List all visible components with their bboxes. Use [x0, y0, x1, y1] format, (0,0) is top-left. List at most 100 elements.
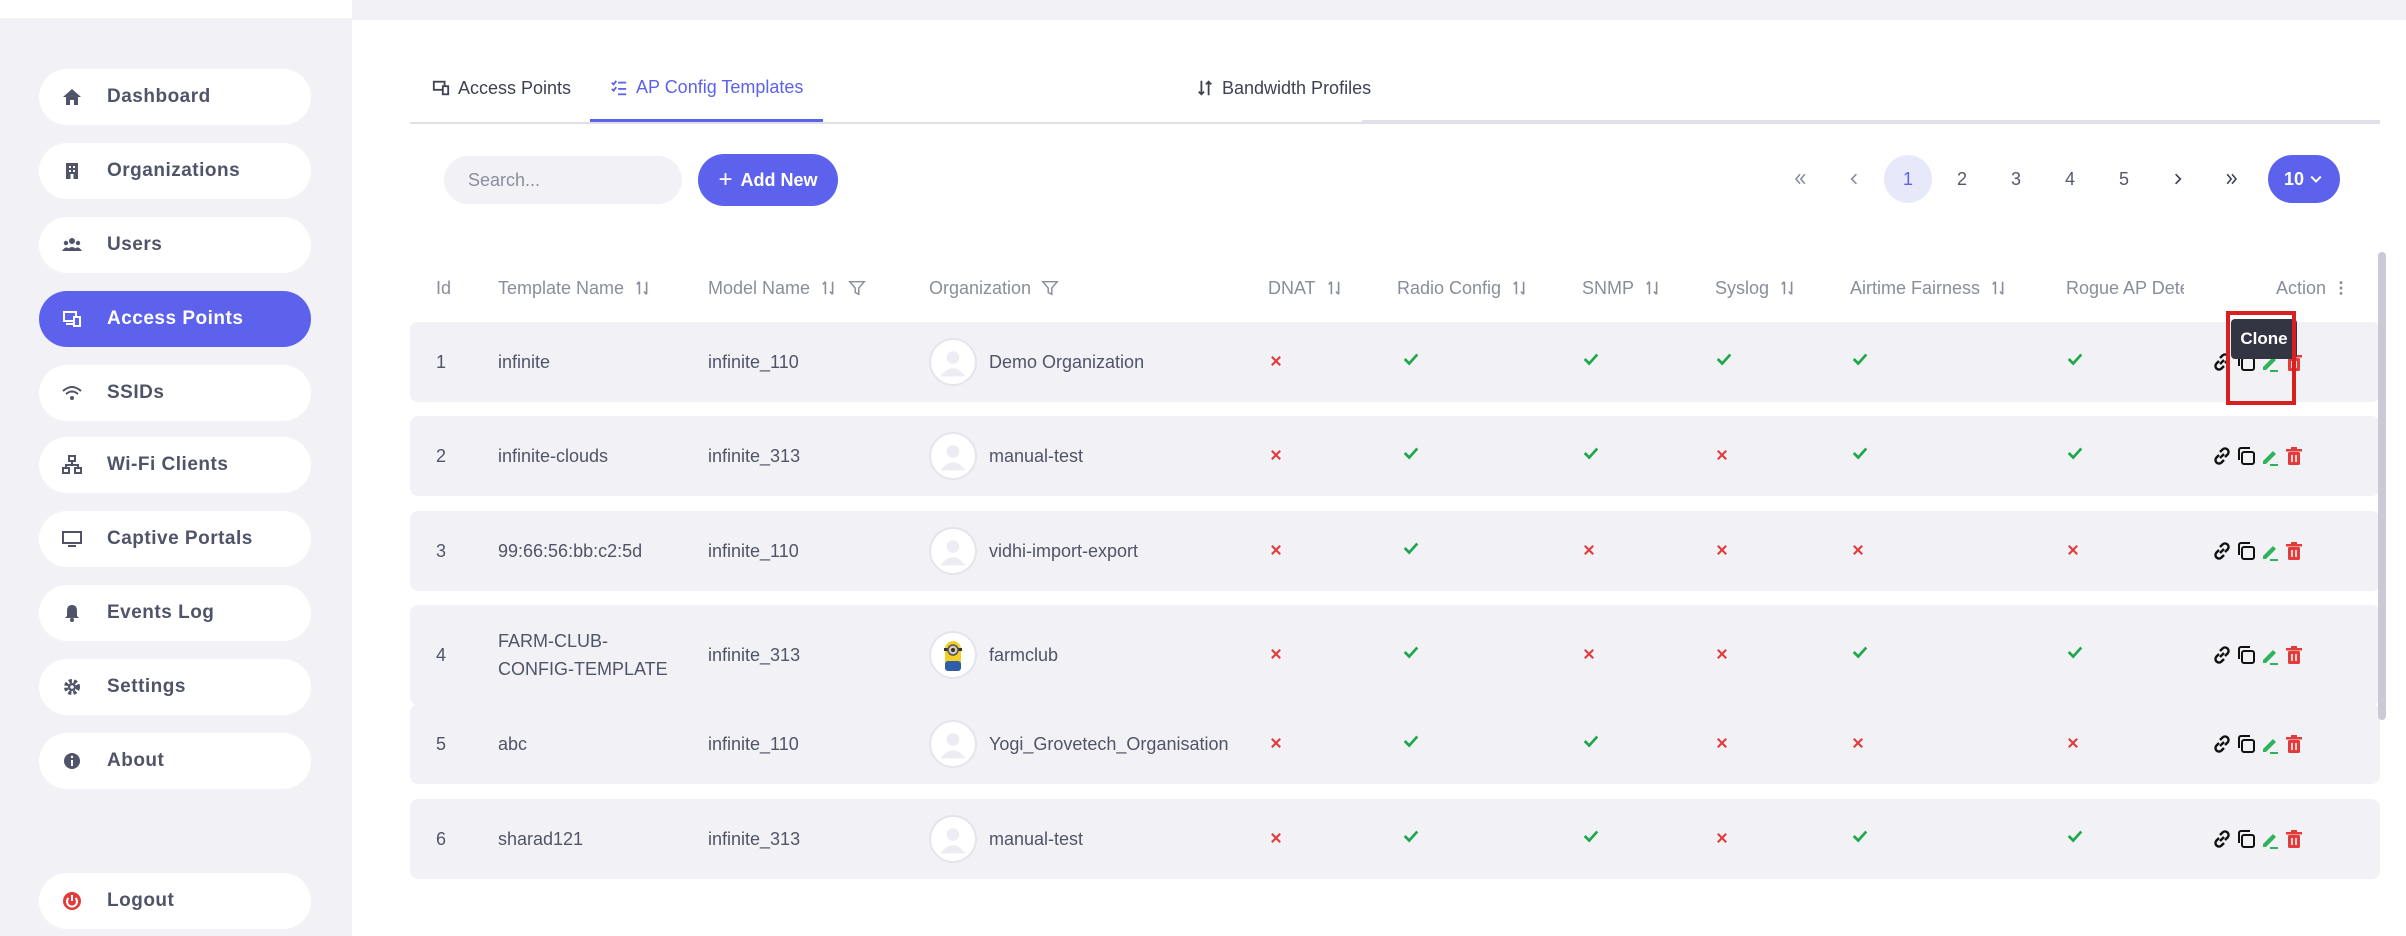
edit-icon[interactable] [2258, 539, 2282, 563]
link-icon[interactable] [2210, 732, 2234, 756]
header-rogue-ap[interactable]: Rogue AP Dete [2066, 250, 2184, 326]
header-syslog[interactable]: Syslog [1715, 250, 1797, 326]
home-icon [59, 86, 85, 108]
cell-model-name: infinite_313 [708, 644, 801, 665]
edit-icon[interactable] [2258, 350, 2282, 374]
cell-template-name: sharad121 [498, 828, 584, 849]
cell-template-name: FARM-CLUB-CONFIG-TEMPLATE [498, 631, 668, 679]
delete-icon[interactable] [2282, 444, 2306, 468]
header-template-name[interactable]: Template Name [498, 250, 652, 326]
check-icon [2066, 643, 2084, 667]
cell-id: 4 [436, 644, 447, 665]
cell-organization: vidhi-import-export [929, 511, 1138, 591]
search-input[interactable] [444, 156, 682, 204]
cross-icon [1269, 828, 1283, 851]
page-size-select[interactable]: 10 [2268, 155, 2340, 203]
edit-icon[interactable] [2258, 732, 2282, 756]
users-icon [59, 234, 85, 256]
table-row: 2 infinite-clouds infinite_313 manual-test [410, 416, 2380, 496]
sort-icon[interactable] [634, 279, 652, 297]
clone-icon[interactable] [2234, 444, 2258, 468]
check-icon [1582, 350, 1600, 374]
header-airtime-fairness[interactable]: Airtime Fairness [1850, 250, 2008, 326]
sidebar-item-events-log[interactable]: Events Log [39, 585, 311, 641]
sort-icon[interactable] [1779, 279, 1797, 297]
sort-icon[interactable] [1644, 279, 1662, 297]
cell-id: 2 [436, 445, 447, 466]
delete-icon[interactable] [2282, 827, 2306, 851]
check-icon [2066, 350, 2084, 374]
header-dnat[interactable]: DNAT [1268, 250, 1344, 326]
header-label: SNMP [1582, 277, 1635, 298]
page-button-2[interactable]: 2 [1956, 168, 1967, 189]
cross-icon [1715, 644, 1729, 667]
sidebar-item-users[interactable]: Users [39, 217, 311, 273]
check-icon [1402, 827, 1420, 851]
sort-icon[interactable] [1326, 279, 1344, 297]
filter-icon[interactable] [1041, 279, 1059, 297]
sidebar-item-access-points[interactable]: Access Points [39, 291, 311, 347]
table-row: 4 FARM-CLUB-CONFIG-TEMPLATE infinite_313 fa… [410, 605, 2380, 705]
clone-icon[interactable] [2234, 643, 2258, 667]
prev-page-button[interactable] [1830, 155, 1878, 203]
network-icon [59, 454, 85, 476]
devices-icon [59, 308, 85, 330]
header-snmp[interactable]: SNMP [1582, 250, 1662, 326]
clone-icon[interactable] [2234, 539, 2258, 563]
sidebar-item-label: Organizations [107, 160, 241, 181]
filter-icon[interactable] [848, 279, 866, 297]
check-icon [1402, 539, 1420, 563]
edit-icon[interactable] [2258, 643, 2282, 667]
sort-icon[interactable] [1511, 279, 1529, 297]
sidebar-item-about[interactable]: About [39, 733, 311, 789]
header-organization[interactable]: Organization [929, 250, 1059, 326]
cell-organization: Demo Organization [929, 322, 1144, 402]
sidebar-item-settings[interactable]: Settings [39, 659, 311, 715]
delete-icon[interactable] [2282, 643, 2306, 667]
header-radio-config[interactable]: Radio Config [1397, 250, 1529, 326]
more-vertical-icon[interactable] [2332, 279, 2350, 297]
delete-icon[interactable] [2282, 732, 2306, 756]
edit-icon[interactable] [2258, 827, 2282, 851]
page-button-3[interactable]: 3 [2010, 168, 2021, 189]
sidebar-item-label: Wi-Fi Clients [107, 454, 229, 475]
last-page-button[interactable] [2208, 155, 2256, 203]
header-model-name[interactable]: Model Name [708, 250, 866, 326]
link-icon[interactable] [2210, 539, 2234, 563]
link-icon[interactable] [2210, 444, 2234, 468]
check-icon [1402, 416, 1420, 496]
link-icon[interactable] [2210, 643, 2234, 667]
sort-icon[interactable] [1990, 279, 2008, 297]
clone-icon[interactable] [2234, 827, 2258, 851]
clone-icon[interactable] [2234, 732, 2258, 756]
sidebar-item-wifi-clients[interactable]: Wi-Fi Clients [39, 437, 311, 493]
avatar [929, 631, 977, 679]
logout-button[interactable]: Logout [39, 873, 311, 929]
edit-icon[interactable] [2258, 444, 2282, 468]
vertical-scrollbar[interactable] [2378, 252, 2386, 720]
cell-model-name: infinite_110 [708, 540, 799, 561]
double-chevron-right-icon [2226, 173, 2238, 185]
link-icon[interactable] [2210, 827, 2234, 851]
cross-icon [1715, 828, 1729, 851]
check-icon [1402, 444, 1420, 468]
tab-access-points[interactable]: Access Points [432, 56, 571, 120]
cross-icon [1715, 704, 1729, 784]
next-page-button[interactable] [2154, 155, 2202, 203]
tab-ap-config-templates[interactable]: AP Config Templates [590, 56, 824, 122]
sidebar-item-ssids[interactable]: SSIDs [39, 365, 311, 421]
sidebar-item-organizations[interactable]: Organizations [39, 143, 311, 199]
page-button-4[interactable]: 4 [2064, 168, 2075, 189]
tab-bandwidth-profiles[interactable]: Bandwidth Profiles [1196, 56, 1371, 120]
sidebar-item-dashboard[interactable]: Dashboard [39, 69, 311, 125]
sort-icon[interactable] [820, 279, 838, 297]
cross-icon [1269, 540, 1283, 563]
add-new-button[interactable]: + Add New [698, 154, 838, 206]
sidebar-item-captive-portals[interactable]: Captive Portals [39, 511, 311, 567]
page-button-1[interactable]: 1 [1884, 155, 1932, 203]
cross-icon [1715, 540, 1729, 563]
page-button-5[interactable]: 5 [2118, 168, 2129, 189]
first-page-button[interactable] [1776, 155, 1824, 203]
delete-icon[interactable] [2282, 539, 2306, 563]
organization-name: vidhi-import-export [989, 540, 1139, 561]
